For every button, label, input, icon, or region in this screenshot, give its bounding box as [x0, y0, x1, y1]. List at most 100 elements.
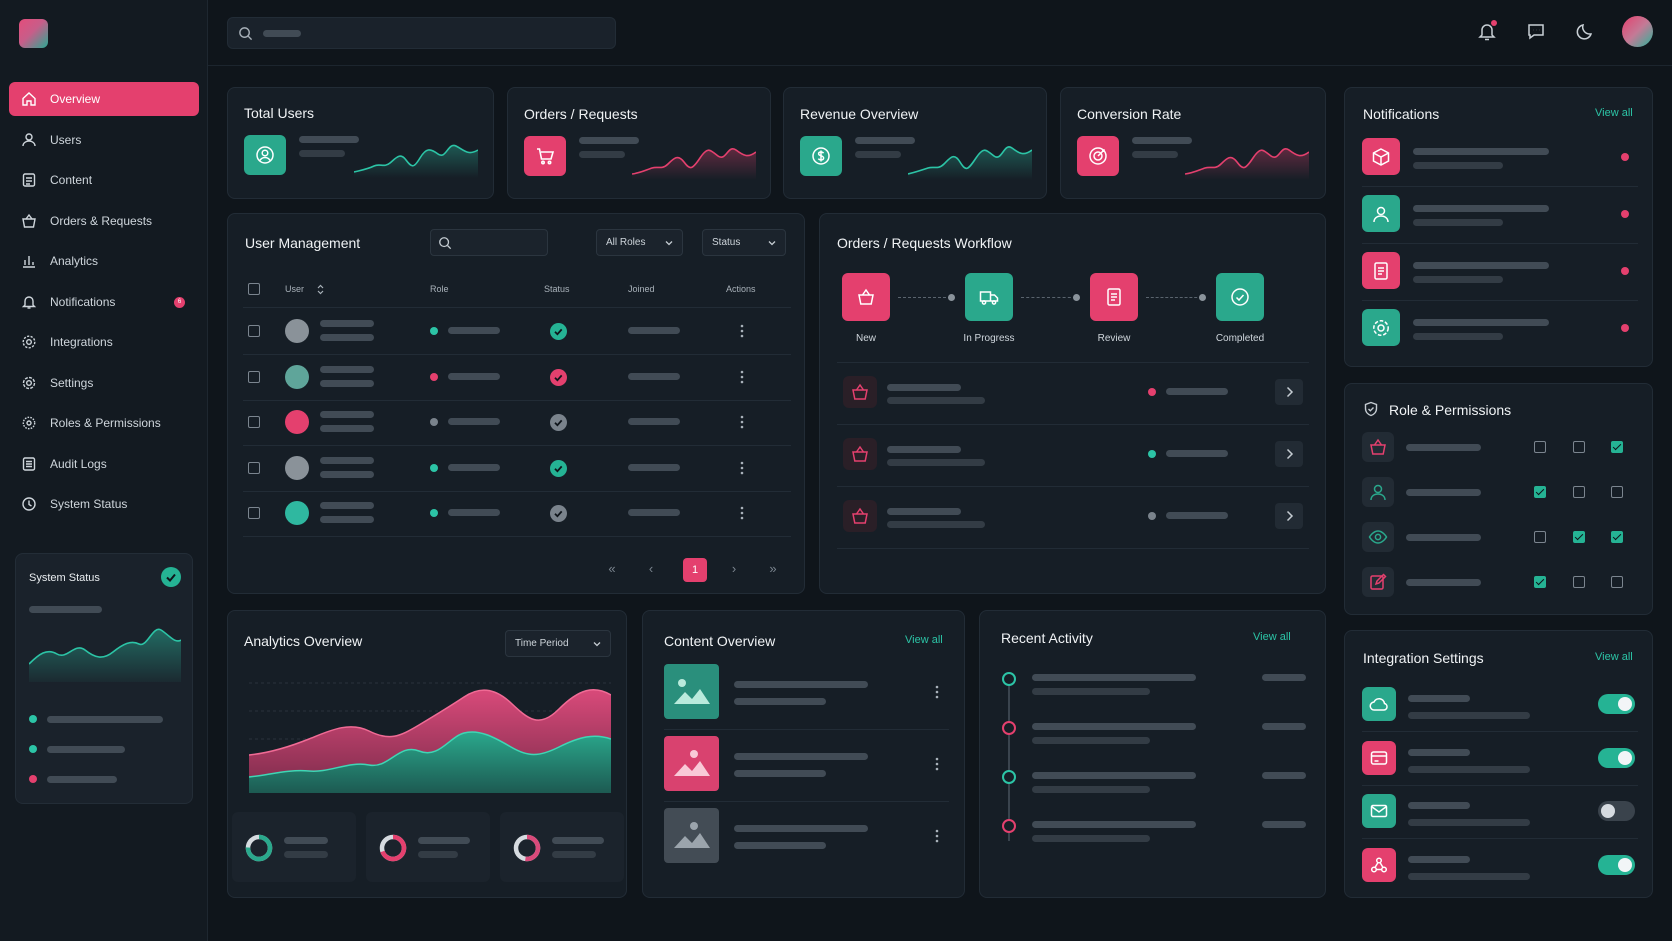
select-all-checkbox[interactable]: [248, 283, 260, 295]
permission-checkbox[interactable]: [1611, 486, 1623, 498]
messages-button[interactable]: [1525, 20, 1547, 42]
permission-checkbox[interactable]: [1611, 576, 1623, 588]
notifications-view-all-link[interactable]: View all: [1595, 107, 1633, 119]
more-vertical-icon[interactable]: [740, 461, 744, 475]
system-status-card: System Status: [15, 553, 193, 804]
sidebar-item-settings[interactable]: Settings: [9, 366, 199, 400]
workflow-step-label: Completed: [1215, 333, 1265, 344]
row-checkbox[interactable]: [248, 370, 260, 383]
sidebar-item-integrations[interactable]: Integrations: [9, 325, 199, 359]
stat-title: Conversion Rate: [1077, 106, 1182, 122]
role-name-placeholder: [1406, 579, 1481, 586]
sidebar-item-overview[interactable]: Overview: [9, 82, 199, 116]
sidebar-item-label: Content: [50, 173, 93, 187]
sidebar-item-system-status[interactable]: System Status: [9, 487, 199, 521]
user-management-title: User Management: [245, 235, 361, 251]
document-icon: [21, 172, 37, 188]
content-thumbnail[interactable]: [664, 664, 719, 719]
more-vertical-icon[interactable]: [740, 506, 744, 520]
item-open-button[interactable]: [1275, 379, 1303, 405]
activity-time-placeholder: [1262, 674, 1306, 681]
more-vertical-icon[interactable]: [740, 415, 744, 429]
legend-dot-green: [29, 745, 37, 753]
next-page-button[interactable]: ›: [731, 561, 737, 576]
item-open-button[interactable]: [1275, 441, 1303, 467]
permission-checkbox[interactable]: [1611, 531, 1623, 543]
timeline-dot: [1002, 770, 1016, 784]
sidebar-item-label: Audit Logs: [50, 456, 107, 471]
global-search-input[interactable]: [227, 17, 616, 49]
integration-toggle[interactable]: [1598, 854, 1635, 875]
image-icon: [674, 822, 710, 848]
sidebar-item-label: Overview: [50, 92, 101, 106]
sidebar-item-label: Analytics: [50, 254, 99, 268]
stat-title: Revenue Overview: [800, 106, 919, 122]
sidebar-item-notifications[interactable]: Notifications 6: [9, 285, 199, 319]
sort-icon[interactable]: [316, 284, 325, 295]
user-icon: [1373, 206, 1389, 222]
column-header-user[interactable]: User: [285, 284, 305, 294]
roles-filter-dropdown[interactable]: All Roles: [596, 229, 683, 256]
user-email-placeholder: [320, 470, 374, 478]
content-view-all-link[interactable]: View all: [905, 634, 943, 646]
row-checkbox[interactable]: [248, 416, 260, 428]
more-vertical-icon[interactable]: [740, 324, 744, 338]
integration-toggle[interactable]: [1598, 801, 1635, 821]
permission-checkbox[interactable]: [1573, 486, 1585, 498]
status-filter-dropdown[interactable]: Status: [702, 229, 786, 256]
sidebar-item-content[interactable]: Content: [9, 163, 199, 197]
row-checkbox[interactable]: [248, 325, 260, 337]
last-page-button[interactable]: »: [769, 561, 777, 576]
prev-page-button[interactable]: ‹: [648, 561, 654, 576]
sidebar-item-roles[interactable]: Roles & Permissions: [9, 406, 199, 440]
permission-checkbox[interactable]: [1534, 441, 1546, 453]
chevron-right-icon: [1286, 386, 1294, 398]
more-vertical-icon[interactable]: [740, 370, 744, 384]
row-divider: [1362, 838, 1638, 839]
permission-checkbox[interactable]: [1573, 441, 1585, 453]
user-avatar[interactable]: [1622, 16, 1653, 47]
activity-time-placeholder: [1262, 723, 1306, 730]
permission-checkbox[interactable]: [1534, 576, 1546, 588]
app-logo[interactable]: [19, 19, 48, 48]
integration-toggle[interactable]: [1598, 747, 1635, 768]
page-1-button[interactable]: 1: [683, 558, 707, 582]
sidebar-item-analytics[interactable]: Analytics: [9, 244, 199, 278]
permission-checkbox[interactable]: [1534, 531, 1546, 543]
permission-checkbox[interactable]: [1611, 441, 1623, 453]
row-checkbox[interactable]: [248, 507, 260, 519]
permission-checkbox[interactable]: [1573, 531, 1585, 543]
more-vertical-icon[interactable]: [935, 757, 939, 771]
stat-card-conversion-rate[interactable]: Conversion Rate: [1060, 87, 1326, 199]
first-page-button[interactable]: «: [608, 561, 616, 576]
theme-toggle-button[interactable]: [1574, 20, 1596, 42]
activity-sub-placeholder: [1032, 835, 1150, 842]
moon-icon: [1576, 24, 1593, 40]
more-vertical-icon[interactable]: [935, 685, 939, 699]
item-open-button[interactable]: [1275, 503, 1303, 529]
activity-sub-placeholder: [1032, 786, 1150, 793]
content-thumbnail[interactable]: [664, 808, 719, 863]
stat-card-total-users[interactable]: Total Users: [227, 87, 494, 199]
permission-checkbox[interactable]: [1534, 486, 1546, 498]
content-thumbnail[interactable]: [664, 736, 719, 791]
permission-checkbox[interactable]: [1573, 576, 1585, 588]
sidebar-item-users[interactable]: Users: [9, 123, 199, 157]
row-checkbox[interactable]: [248, 461, 260, 474]
more-vertical-icon[interactable]: [935, 829, 939, 843]
stat-value-placeholder: [579, 137, 639, 144]
stat-card-orders-requests[interactable]: Orders / Requests: [507, 87, 771, 199]
activity-view-all-link[interactable]: View all: [1253, 631, 1291, 643]
sidebar-item-orders[interactable]: Orders & Requests: [9, 204, 199, 238]
content-sub-placeholder: [734, 842, 826, 849]
stat-card-revenue-overview[interactable]: Revenue Overview: [783, 87, 1047, 199]
user-search-input[interactable]: [430, 229, 548, 256]
item-status-dot: [1148, 388, 1156, 396]
sidebar-item-audit-logs[interactable]: Audit Logs: [9, 447, 199, 481]
row-divider: [243, 354, 791, 355]
integrations-view-all-link[interactable]: View all: [1595, 651, 1633, 663]
time-period-dropdown[interactable]: Time Period: [505, 630, 611, 657]
integration-toggle[interactable]: [1598, 694, 1635, 714]
unread-dot: [1491, 20, 1497, 26]
notifications-bell-button[interactable]: [1476, 20, 1498, 42]
